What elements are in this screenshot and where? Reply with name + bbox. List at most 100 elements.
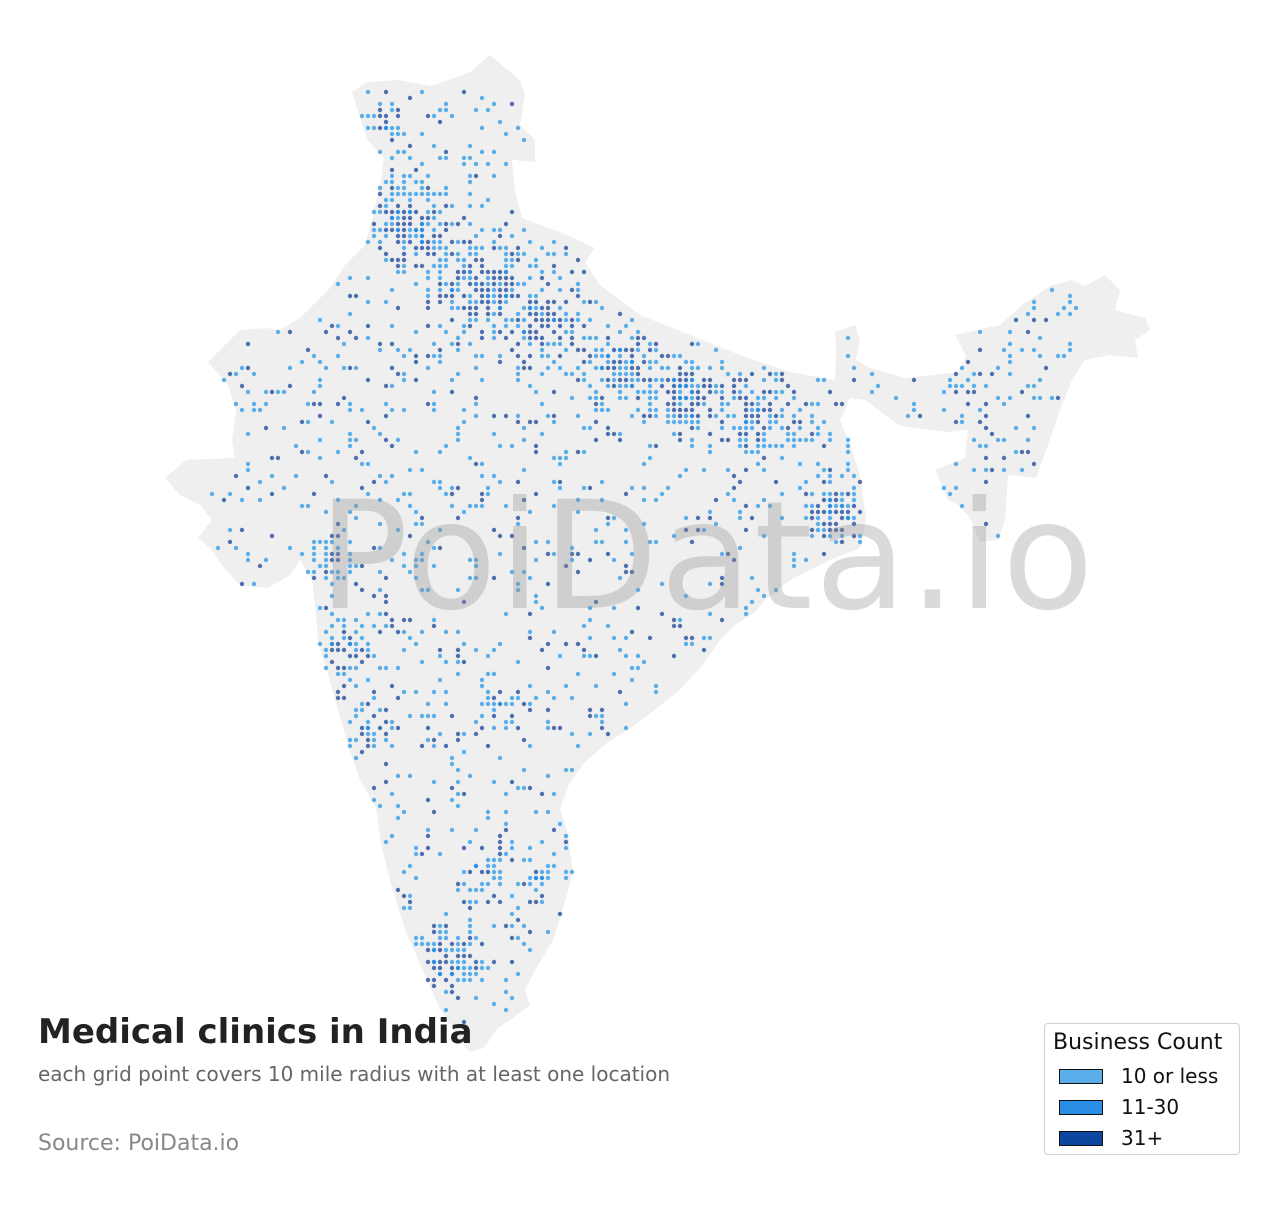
grid-point [503, 791, 509, 797]
grid-point [485, 107, 491, 113]
grid-point [1019, 467, 1025, 473]
grid-point [527, 329, 533, 335]
grid-point [941, 389, 947, 395]
grid-point [329, 641, 335, 647]
grid-point [341, 665, 347, 671]
grid-point [653, 443, 659, 449]
grid-point [329, 647, 335, 653]
grid-point [377, 239, 383, 245]
grid-point [683, 413, 689, 419]
grid-point [575, 569, 581, 575]
grid-point [779, 425, 785, 431]
grid-point [959, 419, 965, 425]
grid-point [719, 365, 725, 371]
grid-point [761, 425, 767, 431]
grid-point [647, 407, 653, 413]
grid-point [761, 377, 767, 383]
grid-point [473, 317, 479, 323]
grid-point [467, 341, 473, 347]
grid-point [455, 335, 461, 341]
grid-point [647, 443, 653, 449]
grid-point [485, 743, 491, 749]
grid-point [695, 527, 701, 533]
grid-point [911, 407, 917, 413]
grid-point [953, 371, 959, 377]
grid-point [539, 791, 545, 797]
grid-point [749, 599, 755, 605]
grid-point [515, 311, 521, 317]
grid-point [827, 521, 833, 527]
grid-point [593, 539, 599, 545]
grid-point [437, 923, 443, 929]
grid-point [641, 359, 647, 365]
grid-point [419, 131, 425, 137]
grid-point [755, 413, 761, 419]
grid-point [851, 533, 857, 539]
grid-point [431, 965, 437, 971]
grid-point [965, 359, 971, 365]
grid-point [329, 611, 335, 617]
grid-point [587, 359, 593, 365]
grid-point [443, 977, 449, 983]
grid-point [383, 779, 389, 785]
grid-point [497, 755, 503, 761]
grid-point [791, 443, 797, 449]
grid-point [353, 365, 359, 371]
grid-point [461, 257, 467, 263]
grid-point [605, 521, 611, 527]
grid-point [413, 377, 419, 383]
grid-point [437, 155, 443, 161]
grid-point [401, 629, 407, 635]
grid-point [443, 155, 449, 161]
grid-point [389, 725, 395, 731]
grid-point [689, 635, 695, 641]
grid-point [557, 725, 563, 731]
grid-point [557, 461, 563, 467]
grid-point [527, 341, 533, 347]
grid-point [497, 119, 503, 125]
grid-point [515, 521, 521, 527]
grid-point [353, 617, 359, 623]
grid-point [491, 893, 497, 899]
grid-point [659, 365, 665, 371]
grid-point [425, 353, 431, 359]
grid-point [431, 617, 437, 623]
grid-point [473, 863, 479, 869]
grid-point [635, 329, 641, 335]
grid-point [395, 815, 401, 821]
grid-point [611, 347, 617, 353]
grid-point [503, 131, 509, 137]
grid-point [815, 401, 821, 407]
grid-point [629, 353, 635, 359]
grid-point [641, 485, 647, 491]
grid-point [509, 911, 515, 917]
grid-point [755, 443, 761, 449]
grid-point [707, 515, 713, 521]
grid-point [527, 311, 533, 317]
grid-point [467, 557, 473, 563]
grid-point [761, 443, 767, 449]
grid-point [761, 431, 767, 437]
grid-point [503, 977, 509, 983]
grid-point [545, 773, 551, 779]
grid-point [509, 209, 515, 215]
grid-point [329, 659, 335, 665]
grid-point [497, 443, 503, 449]
grid-point [569, 335, 575, 341]
grid-point [587, 317, 593, 323]
grid-point [329, 539, 335, 545]
grid-point [509, 281, 515, 287]
grid-point [845, 353, 851, 359]
grid-point [845, 335, 851, 341]
grid-point [335, 323, 341, 329]
grid-point [437, 107, 443, 113]
grid-point [365, 461, 371, 467]
grid-point [413, 167, 419, 173]
grid-point [401, 149, 407, 155]
grid-point [449, 341, 455, 347]
grid-point [761, 365, 767, 371]
grid-point [845, 443, 851, 449]
grid-point [377, 245, 383, 251]
grid-point [365, 299, 371, 305]
grid-point [473, 827, 479, 833]
